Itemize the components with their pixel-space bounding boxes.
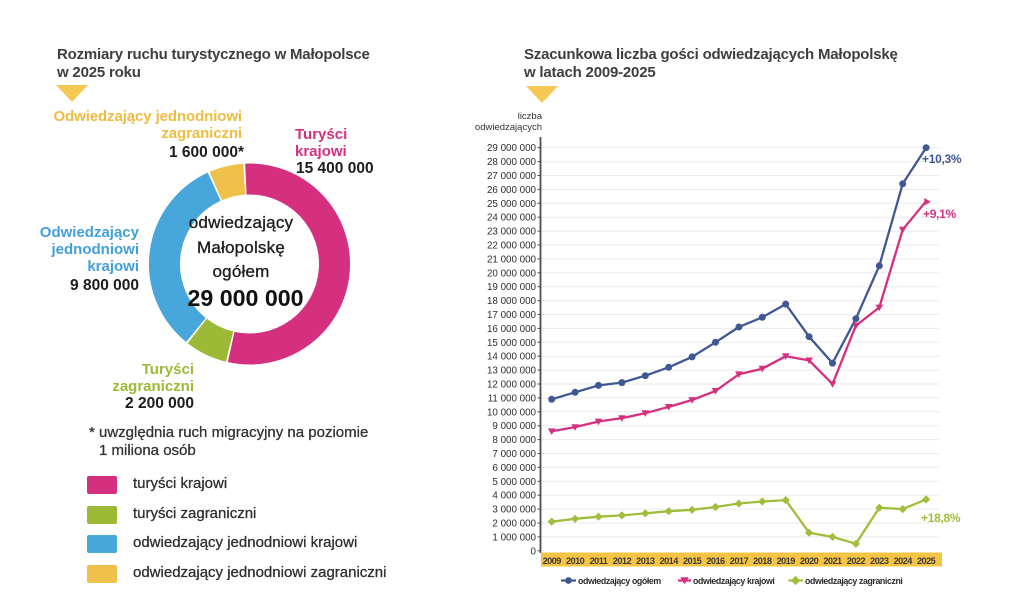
svg-text:liczba: liczba: [518, 111, 543, 122]
svg-text:2014: 2014: [660, 556, 680, 566]
svg-text:10 000 000: 10 000 000: [487, 407, 537, 418]
svg-text:odwiedzający ogółem: odwiedzający ogółem: [578, 576, 661, 586]
svg-text:26 000 000: 26 000 000: [487, 185, 537, 196]
svg-text:13 000 000: 13 000 000: [487, 366, 537, 377]
svg-text:2019: 2019: [777, 556, 796, 566]
svg-text:+9,1%: +9,1%: [923, 207, 956, 221]
svg-text:22 000 000: 22 000 000: [487, 241, 537, 252]
svg-text:19 000 000: 19 000 000: [487, 282, 537, 293]
svg-text:0: 0: [531, 546, 537, 557]
svg-text:7 000 000: 7 000 000: [492, 449, 536, 460]
svg-text:4 000 000: 4 000 000: [492, 491, 536, 502]
svg-text:24 000 000: 24 000 000: [487, 213, 537, 224]
svg-text:+18,8%: +18,8%: [921, 511, 961, 525]
svg-text:2022: 2022: [847, 556, 866, 566]
svg-text:1 000 000: 1 000 000: [492, 532, 536, 543]
svg-text:2025: 2025: [917, 556, 936, 566]
svg-text:20 000 000: 20 000 000: [487, 268, 537, 279]
svg-text:2010: 2010: [566, 556, 585, 566]
svg-text:odwiedzający krajowi: odwiedzający krajowi: [693, 576, 774, 586]
svg-text:11 000 000: 11 000 000: [488, 393, 537, 404]
svg-text:23 000 000: 23 000 000: [487, 227, 537, 238]
svg-text:2023: 2023: [870, 556, 889, 566]
svg-text:2011: 2011: [590, 556, 608, 566]
svg-text:2013: 2013: [636, 556, 655, 566]
svg-text:28 000 000: 28 000 000: [487, 157, 537, 168]
svg-text:2020: 2020: [800, 556, 819, 566]
svg-text:+10,3%: +10,3%: [922, 152, 962, 166]
svg-text:16 000 000: 16 000 000: [487, 324, 537, 335]
svg-text:3 000 000: 3 000 000: [492, 505, 536, 516]
svg-text:5 000 000: 5 000 000: [492, 477, 536, 488]
svg-text:2 000 000: 2 000 000: [492, 519, 536, 530]
svg-text:9 000 000: 9 000 000: [492, 421, 536, 432]
svg-text:8 000 000: 8 000 000: [492, 435, 536, 446]
svg-text:2018: 2018: [753, 556, 772, 566]
svg-text:21 000 000: 21 000 000: [487, 254, 537, 265]
svg-text:6 000 000: 6 000 000: [492, 463, 536, 474]
svg-text:2016: 2016: [706, 556, 725, 566]
svg-text:29 000 000: 29 000 000: [487, 143, 537, 154]
svg-text:2017: 2017: [730, 556, 749, 566]
svg-text:2024: 2024: [894, 556, 914, 566]
svg-text:25 000 000: 25 000 000: [487, 199, 537, 210]
svg-text:2009: 2009: [543, 556, 562, 566]
svg-text:odwiedzających: odwiedzających: [475, 122, 542, 133]
svg-text:2021: 2021: [823, 556, 842, 566]
svg-text:17 000 000: 17 000 000: [487, 310, 537, 321]
svg-text:27 000 000: 27 000 000: [487, 171, 537, 182]
svg-text:14 000 000: 14 000 000: [487, 352, 537, 363]
svg-text:18 000 000: 18 000 000: [487, 296, 537, 307]
svg-text:2015: 2015: [683, 556, 702, 566]
svg-text:2012: 2012: [613, 556, 632, 566]
svg-text:15 000 000: 15 000 000: [487, 338, 537, 349]
svg-text:odwiedzający zagraniczni: odwiedzający zagraniczni: [805, 576, 902, 586]
svg-text:12 000 000: 12 000 000: [487, 380, 537, 391]
